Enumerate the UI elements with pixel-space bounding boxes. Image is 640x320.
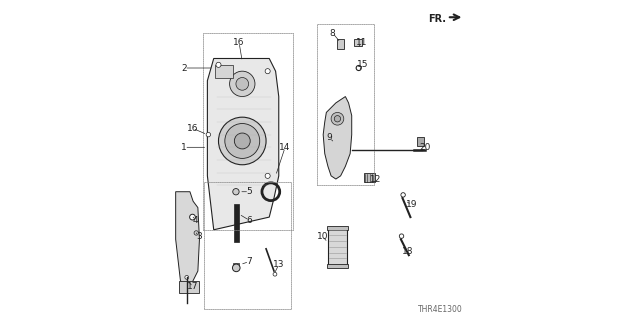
Text: 14: 14 (280, 143, 291, 152)
Text: 5: 5 (246, 187, 252, 196)
Bar (327, 226, 348, 230)
Circle shape (216, 62, 221, 68)
Circle shape (230, 71, 255, 97)
Bar (355, 39, 362, 46)
Circle shape (331, 112, 344, 125)
Circle shape (189, 214, 195, 220)
Bar (215, 65, 233, 77)
Circle shape (265, 69, 270, 74)
Circle shape (265, 173, 270, 178)
Text: 9: 9 (326, 133, 332, 142)
Circle shape (334, 116, 340, 122)
Circle shape (232, 264, 240, 272)
Polygon shape (175, 192, 200, 293)
Bar (233, 263, 239, 268)
Text: 18: 18 (401, 247, 413, 257)
Bar (234, 204, 239, 243)
Circle shape (401, 193, 405, 197)
Bar (327, 264, 348, 268)
Text: 4: 4 (193, 216, 198, 225)
Bar (179, 281, 200, 293)
Text: 7: 7 (246, 257, 252, 266)
Text: 2: 2 (181, 63, 187, 73)
Circle shape (273, 272, 277, 276)
Text: 17: 17 (188, 282, 199, 292)
Circle shape (185, 276, 189, 279)
Circle shape (234, 133, 250, 149)
Bar (417, 137, 424, 146)
Text: 6: 6 (246, 216, 252, 225)
Text: 10: 10 (316, 232, 328, 241)
Bar (203, 33, 293, 230)
Circle shape (399, 234, 404, 238)
Circle shape (218, 117, 266, 165)
Text: 16: 16 (187, 124, 198, 133)
Text: 8: 8 (330, 28, 335, 38)
Circle shape (194, 231, 198, 235)
Bar (204, 182, 291, 309)
Bar (328, 227, 347, 265)
Bar (364, 173, 374, 182)
Text: 12: 12 (370, 174, 381, 184)
Text: FR.: FR. (428, 14, 446, 24)
Text: 11: 11 (355, 38, 367, 47)
Circle shape (233, 188, 239, 195)
Text: 13: 13 (273, 260, 285, 269)
Circle shape (206, 132, 211, 137)
Circle shape (225, 124, 260, 158)
Polygon shape (323, 97, 352, 179)
Text: THR4E1300: THR4E1300 (418, 305, 463, 314)
Bar (317, 24, 374, 185)
Text: 16: 16 (234, 38, 245, 47)
Text: 1: 1 (181, 143, 187, 152)
Bar (337, 39, 344, 49)
Text: 19: 19 (406, 200, 418, 209)
Text: 20: 20 (419, 143, 430, 152)
Circle shape (236, 77, 248, 90)
Text: 15: 15 (357, 60, 369, 69)
Text: 3: 3 (196, 232, 202, 241)
Polygon shape (207, 59, 279, 230)
